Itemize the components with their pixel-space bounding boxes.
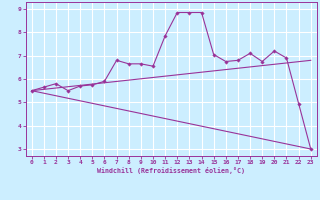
X-axis label: Windchill (Refroidissement éolien,°C): Windchill (Refroidissement éolien,°C) <box>97 167 245 174</box>
